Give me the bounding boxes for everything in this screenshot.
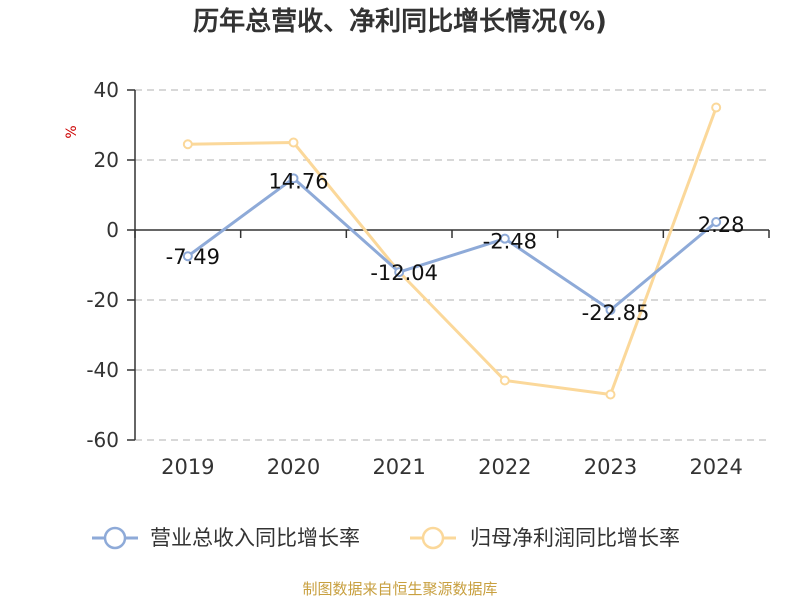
data-point[interactable] (711, 217, 722, 228)
y-tick-label: -20 (86, 288, 119, 312)
x-tick-label: 2023 (584, 455, 637, 479)
axes (127, 89, 770, 441)
data-labels: -7.49 14.76 -12.04 -2.48 -22.85 2.28 (166, 169, 745, 325)
series-line-0 (186, 176, 718, 312)
data-label: -2.48 (483, 230, 537, 254)
y-tick-label: -40 (86, 358, 119, 382)
data-point[interactable] (499, 375, 510, 386)
data-point[interactable] (182, 139, 193, 150)
grid-lines (135, 89, 769, 441)
data-point[interactable] (711, 102, 722, 113)
data-point[interactable] (182, 251, 193, 262)
legend-item-0[interactable]: 营业总收入同比增长率 (92, 526, 360, 550)
data-point[interactable] (605, 389, 616, 400)
data-point[interactable] (499, 233, 510, 244)
x-tick-label: 2021 (372, 455, 425, 479)
data-point[interactable] (394, 267, 405, 278)
data-label: 14.76 (268, 169, 328, 193)
data-label: -7.49 (166, 245, 220, 269)
x-tick-label: 2019 (161, 455, 214, 479)
y-axis-unit: % (64, 125, 80, 138)
legend-label: 营业总收入同比增长率 (150, 526, 360, 550)
x-tick-label: 2024 (689, 455, 742, 479)
source-note: 制图数据来自恒生聚源数据库 (302, 580, 497, 598)
y-tick-label: 20 (94, 148, 119, 172)
data-label: -22.85 (582, 301, 650, 325)
data-label: 2.28 (698, 213, 745, 237)
legend-label: 归母净利润同比增长率 (470, 526, 680, 550)
data-point[interactable] (288, 173, 299, 184)
y-tick-label: 40 (94, 78, 119, 102)
chart-title: 历年总营收、净利同比增长情况(%) (193, 6, 607, 37)
x-tick-label: 2022 (478, 455, 531, 479)
y-tick-labels: 40 20 0 -20 -40 -60 (86, 78, 119, 452)
series-group (182, 102, 722, 400)
y-tick-label: -60 (86, 428, 119, 452)
data-point[interactable] (605, 304, 616, 315)
legend-marker (421, 526, 445, 550)
x-tick-label: 2020 (267, 455, 320, 479)
series-line-1 (186, 106, 718, 396)
data-point[interactable] (288, 137, 299, 148)
legend[interactable]: 营业总收入同比增长率 归母净利润同比增长率 (92, 526, 680, 550)
y-tick-label: 0 (106, 218, 119, 242)
x-tick-labels: 2019 2020 2021 2022 2023 2024 (161, 455, 743, 479)
data-label: -12.04 (370, 261, 438, 285)
legend-marker (103, 526, 127, 550)
legend-item-1[interactable]: 归母净利润同比增长率 (410, 526, 680, 550)
